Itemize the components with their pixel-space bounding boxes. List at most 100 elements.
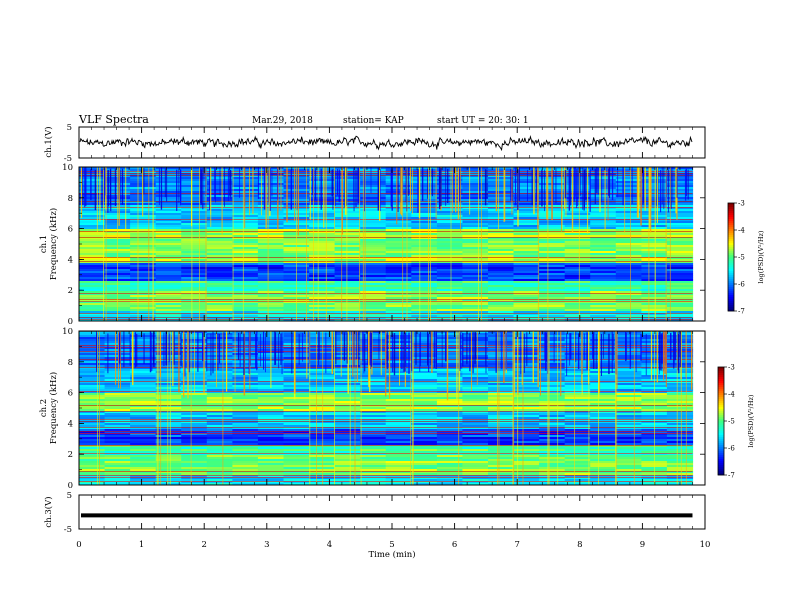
spectrogram-cell: [616, 363, 642, 365]
spectrogram-cell: [232, 373, 258, 375]
spectrogram-cell: [488, 339, 514, 341]
spectrogram-cell: [616, 227, 642, 229]
spectrogram-cell: [667, 377, 693, 379]
spectrogram-cell: [565, 273, 591, 275]
spectrogram-cell: [386, 415, 412, 417]
ch1-colorbar-swatch: [728, 221, 734, 223]
spectrogram-cell: [488, 377, 514, 379]
spectrogram-vline: [668, 169, 669, 212]
spectrogram-cell: [386, 423, 412, 425]
spectrogram-vline: [266, 167, 267, 229]
spectrogram-cell: [232, 387, 258, 389]
spectrogram-cell: [488, 371, 514, 373]
spectrogram-cell: [565, 251, 591, 253]
xtick-label: 1: [139, 540, 144, 550]
spectrogram-cell: [309, 287, 335, 289]
spectrogram-cell: [335, 203, 361, 205]
spectrogram-cell: [232, 303, 258, 305]
spectrogram-cell: [616, 449, 642, 451]
ch2-colorbar-swatch: [718, 377, 724, 379]
spectrogram-cell: [309, 439, 335, 441]
spectrogram-cell: [590, 247, 616, 249]
ch1-colorbar-tick-label: -7: [738, 308, 745, 316]
spectrogram-cell: [539, 467, 565, 469]
spectrogram-cell: [130, 223, 156, 225]
spectrogram-vline: [371, 167, 372, 193]
spectrogram-cell: [232, 227, 258, 229]
spectrogram-cell: [386, 479, 412, 481]
spectrogram-cell: [232, 177, 258, 179]
spectrogram-cell: [616, 239, 642, 241]
spectrogram-cell: [232, 371, 258, 373]
spectrogram-cell: [616, 417, 642, 419]
spectrogram-hline: [79, 405, 693, 406]
spectrogram-cell: [539, 341, 565, 343]
spectrogram-cell: [79, 267, 105, 269]
spectrogram-cell: [79, 375, 105, 377]
spectrogram-cell: [386, 409, 412, 411]
spectrogram-cell: [565, 413, 591, 415]
spectrogram-vline: [142, 167, 143, 217]
spectrogram-cell: [590, 245, 616, 247]
spectrogram-cell: [207, 389, 233, 391]
spectrogram-cell: [79, 353, 105, 355]
spectrogram-vline: [599, 167, 600, 212]
spectrogram-cell: [386, 253, 412, 255]
spectrogram-vline: [582, 331, 583, 395]
spectrogram-hline: [79, 433, 693, 434]
spectrogram-vline: [671, 169, 672, 209]
spectrogram-cell: [616, 285, 642, 287]
spectrogram-cell: [565, 409, 591, 411]
spectrogram-cell: [488, 349, 514, 351]
spectrogram-cell: [360, 385, 386, 387]
ch1-spectrogram-ytick-label: 2: [68, 286, 73, 296]
spectrogram-cell: [565, 373, 591, 375]
spectrogram-cell: [258, 223, 284, 225]
spectrogram-cell: [156, 379, 182, 381]
ch2-colorbar-tick-label: -4: [728, 391, 735, 399]
spectrogram-cell: [79, 439, 105, 441]
spectrogram-cell: [411, 243, 437, 245]
spectrogram-impulse: [157, 331, 158, 485]
spectrogram-cell: [411, 315, 437, 317]
spectrogram-cell: [130, 227, 156, 229]
spectrogram-cell: [258, 215, 284, 217]
spectrogram-cell: [462, 223, 488, 225]
spectrogram-cell: [411, 247, 437, 249]
spectrogram-cell: [616, 409, 642, 411]
spectrogram-cell: [565, 473, 591, 475]
spectrogram-cell: [590, 437, 616, 439]
spectrogram-impulse: [296, 167, 297, 321]
spectrogram-cell: [488, 463, 514, 465]
spectrogram-cell: [130, 435, 156, 437]
spectrogram-cell: [335, 437, 361, 439]
spectrogram-cell: [79, 395, 105, 397]
spectrogram-cell: [565, 211, 591, 213]
spectrogram-cell: [284, 397, 310, 399]
spectrogram-impulse: [547, 331, 548, 485]
spectrogram-cell: [411, 377, 437, 379]
spectrogram-cell: [616, 365, 642, 367]
spectrogram-cell: [641, 251, 667, 253]
spectrogram-impulse: [322, 331, 323, 485]
spectrogram-cell: [130, 249, 156, 251]
spectrogram-cell: [232, 245, 258, 247]
spectrogram-cell: [207, 287, 233, 289]
spectrogram-impulse: [192, 167, 193, 321]
spectrogram-cell: [309, 217, 335, 219]
spectrogram-cell: [207, 399, 233, 401]
station-label: station= KAP: [343, 116, 404, 126]
spectrogram-cell: [232, 243, 258, 245]
spectrogram-cell: [488, 227, 514, 229]
spectrogram-cell: [335, 277, 361, 279]
spectrogram-cell: [437, 269, 463, 271]
spectrogram-cell: [488, 449, 514, 451]
spectrogram-vline: [345, 167, 346, 215]
spectrogram-cell: [181, 311, 207, 313]
spectrogram-cell: [335, 289, 361, 291]
spectrogram-cell: [284, 435, 310, 437]
spectrogram-cell: [360, 241, 386, 243]
spectrogram-cell: [488, 265, 514, 267]
spectrogram-vline: [122, 169, 123, 205]
spectrogram-vline: [459, 169, 460, 202]
